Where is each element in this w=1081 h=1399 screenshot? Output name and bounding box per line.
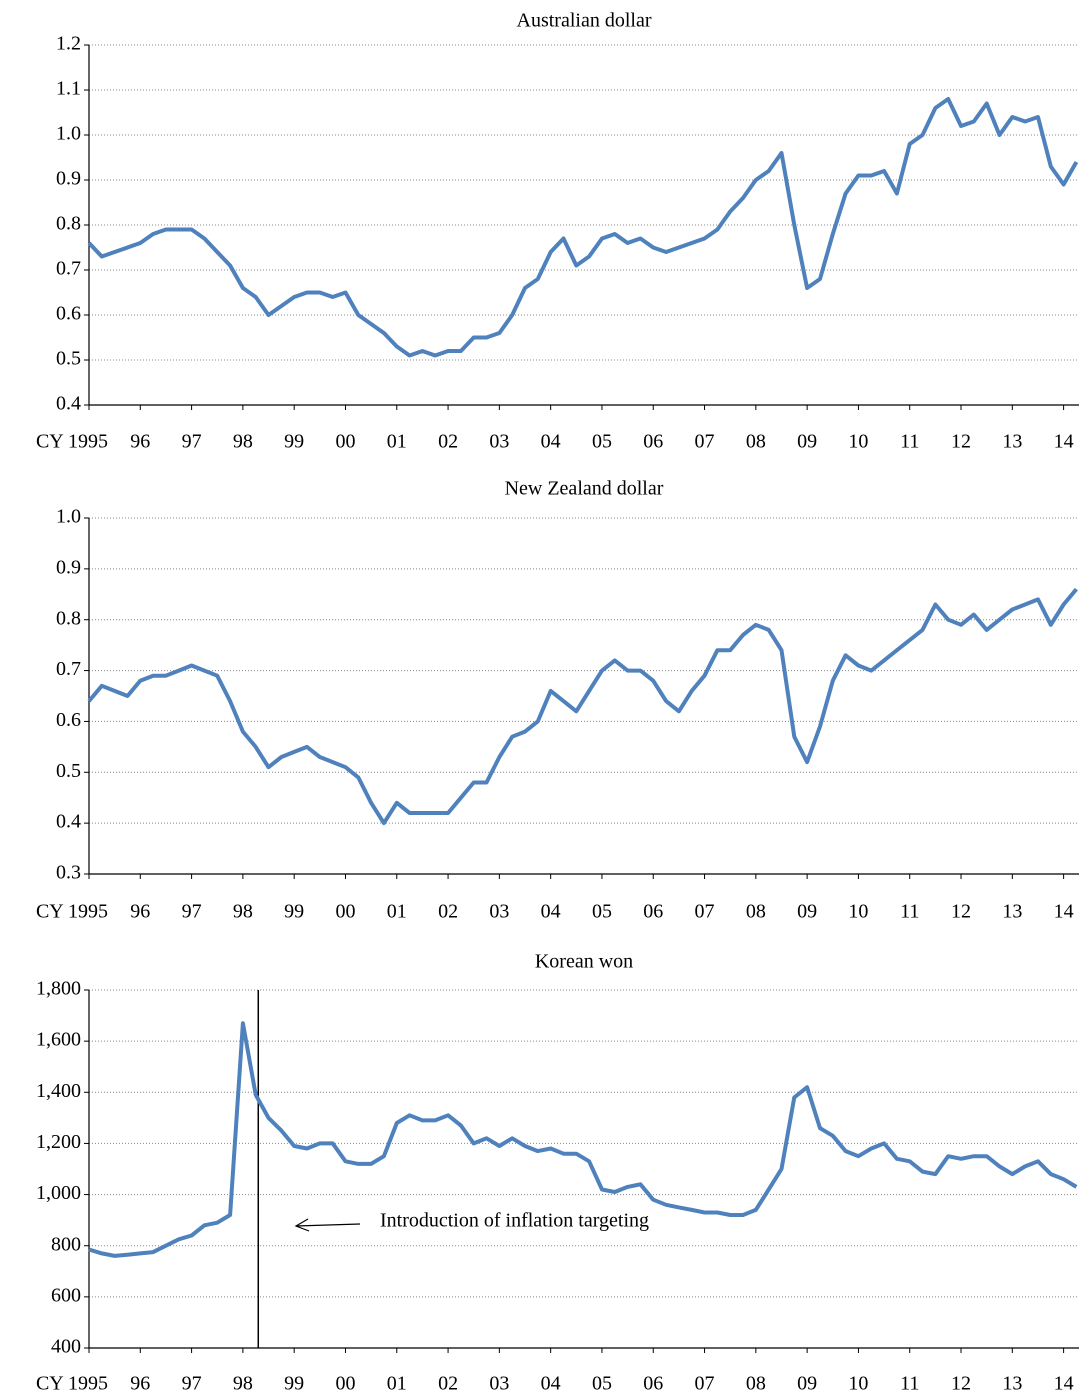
y-tick-label: 0.6 [56,303,81,325]
y-tick-label: 1,600 [36,1029,81,1051]
y-tick-label: 0.8 [56,607,81,629]
x-tick-label: 10 [848,1373,868,1395]
chart-title: New Zealand dollar [505,478,664,500]
x-tick-label: 01 [387,901,407,923]
y-tick-label: 0.9 [56,556,81,578]
x-tick-label: 13 [1002,1373,1022,1395]
x-tick-label: 08 [746,901,766,923]
x-tick-label: 02 [438,1373,458,1395]
x-tick-label: 08 [746,1373,766,1395]
x-tick-label: 14 [1054,901,1074,923]
y-tick-label: 800 [51,1233,81,1255]
x-tick-label: 99 [284,431,304,453]
annotation-arrow [295,1223,361,1227]
x-tick-label: 96 [130,431,150,453]
x-tick-label: 05 [592,431,612,453]
x-tick-label: CY 1995 [36,901,108,923]
y-tick-label: 1,200 [36,1131,81,1153]
y-tick-label: 600 [51,1284,81,1306]
y-tick-label: 0.7 [56,658,81,680]
y-tick-label: 1,800 [36,978,81,1000]
y-tick-label: 400 [51,1336,81,1358]
x-tick-label: 09 [797,431,817,453]
x-tick-label: 98 [233,901,253,923]
y-tick-label: 1,000 [36,1182,81,1204]
y-tick-label: 1.2 [56,33,81,55]
x-tick-label: 04 [541,1373,561,1395]
x-tick-label: 97 [182,901,202,923]
x-tick-label: 96 [130,901,150,923]
x-tick-label: 03 [489,1373,509,1395]
annotation-text: Introduction of inflation targeting [380,1210,649,1232]
x-tick-label: 00 [335,901,355,923]
x-tick-label: 10 [848,431,868,453]
x-tick-label: 00 [335,1373,355,1395]
x-tick-label: 05 [592,1373,612,1395]
x-tick-label: 99 [284,1373,304,1395]
x-tick-label: 09 [797,901,817,923]
x-tick-label: 00 [335,431,355,453]
x-tick-label: 11 [900,901,919,923]
y-tick-label: 1.0 [56,123,81,145]
x-tick-label: 11 [900,431,919,453]
chart-title: Australian dollar [517,10,652,32]
x-tick-label: 08 [746,431,766,453]
y-tick-label: 0.4 [56,811,81,833]
x-tick-label: CY 1995 [36,1373,108,1395]
y-tick-label: 0.5 [56,760,81,782]
x-tick-label: 02 [438,901,458,923]
x-tick-label: 02 [438,431,458,453]
x-tick-label: 11 [900,1373,919,1395]
y-tick-label: 0.4 [56,393,81,415]
x-tick-label: 07 [695,901,715,923]
x-tick-label: 01 [387,1373,407,1395]
y-tick-label: 0.7 [56,258,81,280]
y-tick-label: 0.6 [56,709,81,731]
x-tick-label: 13 [1002,431,1022,453]
x-tick-label: 14 [1054,431,1074,453]
x-tick-label: 04 [541,431,561,453]
x-tick-label: 12 [951,431,971,453]
y-tick-label: 0.8 [56,213,81,235]
y-tick-label: 1.0 [56,506,81,528]
x-tick-label: 07 [695,431,715,453]
data-line [87,587,1078,826]
y-tick-label: 1,400 [36,1080,81,1102]
x-tick-label: 03 [489,431,509,453]
x-tick-label: 98 [233,1373,253,1395]
y-tick-label: 0.3 [56,862,81,884]
x-tick-label: 06 [643,431,663,453]
x-tick-label: 13 [1002,901,1022,923]
x-tick-label: 96 [130,1373,150,1395]
x-tick-label: 06 [643,901,663,923]
x-tick-label: 10 [848,901,868,923]
x-tick-label: 06 [643,1373,663,1395]
x-tick-label: 09 [797,1373,817,1395]
x-tick-label: 07 [695,1373,715,1395]
x-tick-label: 05 [592,901,612,923]
data-line [87,97,1079,358]
x-tick-label: 98 [233,431,253,453]
x-tick-label: 97 [182,1373,202,1395]
y-tick-label: 0.5 [56,348,81,370]
data-line [88,1021,1078,1258]
x-tick-label: 99 [284,901,304,923]
x-tick-label: 04 [541,901,561,923]
y-tick-label: 0.9 [56,168,81,190]
x-tick-label: 01 [387,431,407,453]
chart-title: Korean won [535,951,633,973]
x-tick-label: 14 [1054,1373,1074,1395]
x-tick-label: 97 [182,431,202,453]
x-tick-label: CY 1995 [36,431,108,453]
x-tick-label: 03 [489,901,509,923]
arrow-head [294,1218,310,1232]
x-tick-label: 12 [951,1373,971,1395]
y-tick-label: 1.1 [56,78,81,100]
x-tick-label: 12 [951,901,971,923]
